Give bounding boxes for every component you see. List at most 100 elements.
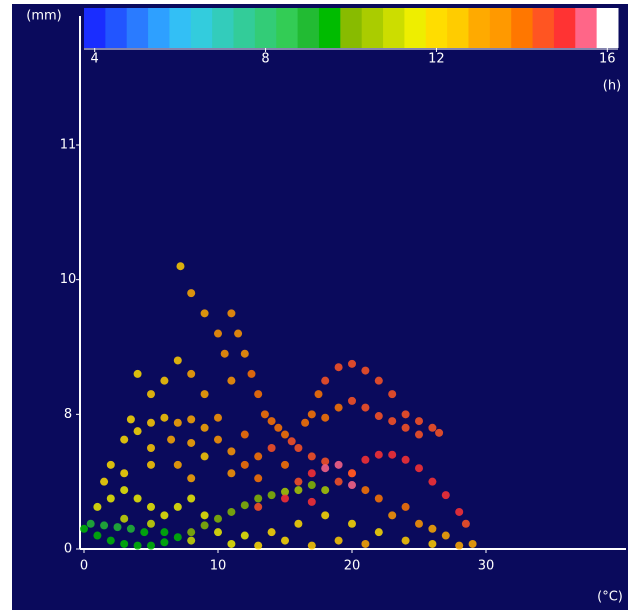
data-point xyxy=(388,450,397,459)
data-point xyxy=(321,486,330,495)
colorbar-tick-label: 12 xyxy=(428,52,445,67)
data-point xyxy=(160,511,169,520)
colorbar-cell xyxy=(596,8,619,48)
data-point xyxy=(160,413,169,422)
data-point xyxy=(388,390,397,399)
data-point xyxy=(307,541,316,550)
data-point xyxy=(441,531,450,540)
data-point xyxy=(348,481,356,490)
data-point xyxy=(415,417,423,426)
data-point xyxy=(267,491,276,500)
data-point xyxy=(93,502,102,511)
data-point xyxy=(281,430,289,439)
data-point xyxy=(307,469,316,478)
data-point xyxy=(374,494,383,503)
colorbar-label: (h) xyxy=(603,79,621,94)
colorbar-cell xyxy=(233,8,256,48)
colorbar-cell xyxy=(489,8,512,48)
data-point xyxy=(348,519,356,528)
data-point xyxy=(428,524,437,533)
data-point xyxy=(187,528,196,537)
data-point xyxy=(200,309,209,318)
data-point xyxy=(294,519,303,528)
data-point xyxy=(240,430,249,439)
data-point xyxy=(106,494,115,503)
data-point xyxy=(240,531,249,540)
data-point xyxy=(147,460,155,469)
data-point xyxy=(361,539,370,548)
data-point xyxy=(106,536,115,545)
colorbar-cell xyxy=(148,8,170,48)
data-point xyxy=(307,452,316,461)
data-point xyxy=(86,519,95,528)
data-point xyxy=(334,363,343,372)
data-point xyxy=(374,450,383,459)
data-point xyxy=(133,494,142,503)
y-tick-label: 0 xyxy=(64,542,72,557)
data-point xyxy=(441,491,450,500)
data-point xyxy=(120,469,129,478)
data-point xyxy=(254,541,263,550)
data-point xyxy=(187,289,196,298)
y-axis-label: (mm) xyxy=(26,9,61,24)
data-point xyxy=(240,349,249,358)
colorbar-cell xyxy=(276,8,299,48)
colorbar-cell xyxy=(212,8,235,48)
data-point xyxy=(214,514,222,523)
colorbar-cell xyxy=(425,8,448,48)
data-point xyxy=(227,539,236,548)
colorbar-tick-label: 16 xyxy=(599,52,616,67)
data-point xyxy=(214,528,222,537)
colorbar-cell xyxy=(447,8,469,48)
data-point xyxy=(361,486,370,495)
data-point xyxy=(106,460,115,469)
data-point xyxy=(294,486,303,495)
data-point xyxy=(173,502,182,511)
x-tick-label: 30 xyxy=(478,559,495,574)
data-point xyxy=(160,538,169,547)
data-point xyxy=(307,410,316,419)
data-point xyxy=(173,356,182,365)
data-point xyxy=(361,366,370,375)
data-point xyxy=(435,428,444,437)
colorbar-cell xyxy=(340,8,363,48)
data-point xyxy=(234,329,243,338)
data-point xyxy=(187,369,196,378)
data-point xyxy=(260,410,269,419)
colorbar-cell xyxy=(468,8,491,48)
data-point xyxy=(147,444,155,452)
data-point xyxy=(220,349,229,358)
colorbar-cell xyxy=(553,8,576,48)
data-point xyxy=(200,452,209,461)
data-point xyxy=(321,464,330,473)
data-point xyxy=(267,528,276,537)
data-point xyxy=(334,460,343,469)
data-point xyxy=(388,417,397,426)
colorbar-tick-label: 4 xyxy=(91,52,99,67)
data-point xyxy=(274,423,283,432)
data-point xyxy=(254,452,263,461)
y-tick-label: 10 xyxy=(60,272,77,287)
data-point xyxy=(307,497,316,506)
data-point xyxy=(120,514,129,523)
data-point xyxy=(307,481,316,490)
data-point xyxy=(147,519,155,528)
data-point xyxy=(374,412,383,421)
data-point xyxy=(321,457,330,466)
data-point xyxy=(281,536,289,545)
data-point xyxy=(428,423,437,432)
colorbar-cell xyxy=(575,8,598,48)
data-point xyxy=(428,477,437,486)
data-point xyxy=(361,455,370,464)
data-point xyxy=(80,524,88,533)
data-point xyxy=(348,359,356,368)
x-tick-label: 10 xyxy=(210,559,227,574)
colorbar-cell xyxy=(84,8,106,48)
data-point xyxy=(214,413,222,422)
data-point xyxy=(415,464,423,473)
data-point xyxy=(314,390,323,399)
data-point xyxy=(281,494,289,503)
data-point xyxy=(173,418,182,427)
colorbar-cell xyxy=(105,8,128,48)
